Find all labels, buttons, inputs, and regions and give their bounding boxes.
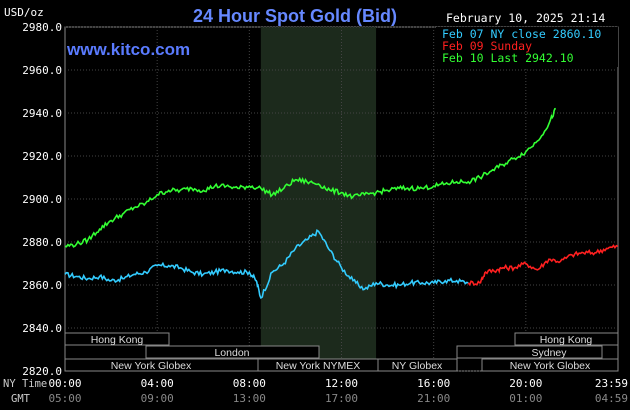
x-tick-label-gmt: 17:00	[325, 392, 358, 405]
x-tick-label-gmt: 01:00	[509, 392, 542, 405]
legend-entry-last: Feb 10 Last 2942.10	[442, 51, 574, 65]
session-bars: Hong Kong Hong Kong London Sydney New Yo…	[64, 332, 619, 372]
series-line-0	[64, 229, 469, 300]
x-tick-labels: 00:00 05:00 04:00 09:00 08:00 13:00 12:00 17:00…	[48, 377, 628, 405]
x-tick-label-gmt: 04:59	[595, 392, 628, 405]
session-ny-globex-2	[377, 358, 458, 372]
x-tick-label-gmt: 05:00	[48, 392, 81, 405]
session-label-ny-globex-2: NY Globex	[392, 360, 443, 372]
session-label-ny-nymex: New York NYMEX	[276, 360, 361, 372]
y-tick-label: 2820.0	[22, 365, 62, 378]
y-tick-label: 2920.0	[22, 150, 62, 163]
session-hong-kong-1	[64, 332, 170, 346]
y-tick-label: 2880.0	[22, 236, 62, 249]
session-label-sydney: Sydney	[531, 347, 567, 359]
y-unit-label: USD/oz	[4, 6, 44, 19]
y-tick-label: 2940.0	[22, 107, 62, 120]
ny-time-label: NY Time	[3, 378, 47, 390]
series-layer	[64, 107, 619, 300]
legend-box	[436, 27, 618, 67]
x-tick-label-ny: 12:00	[325, 377, 358, 390]
website-label: www.kitco.com	[66, 40, 190, 59]
y-tick-labels: 2980.0 2960.0 2940.0 2920.0 2900.0 2880.0 2860…	[22, 21, 62, 378]
session-ny-globex-3	[481, 358, 619, 372]
gmt-label: GMT	[11, 393, 31, 405]
x-tick-label-ny: 00:00	[48, 377, 81, 390]
y-tick-label: 2900.0	[22, 193, 62, 206]
y-tick-label: 2960.0	[22, 64, 62, 77]
legend: Feb 07 NY close 2860.10 Feb 09 Sunday Fe…	[436, 27, 618, 67]
x-tick-label-gmt: 09:00	[141, 392, 174, 405]
x-tick-label-ny: 23:59	[595, 377, 628, 390]
x-tick-label-gmt: 21:00	[417, 392, 450, 405]
session-label-london: London	[214, 347, 249, 359]
session-london	[145, 345, 320, 359]
chart-title: 24 Hour Spot Gold (Bid)	[193, 6, 397, 26]
x-tick-label-ny: 16:00	[417, 377, 450, 390]
x-tick-label-gmt: 13:00	[233, 392, 266, 405]
x-tick-label-ny: 08:00	[233, 377, 266, 390]
timestamp: February 10, 2025 21:14	[446, 11, 605, 25]
series-line-2	[64, 107, 556, 248]
y-tick-label: 2860.0	[22, 279, 62, 292]
legend-entry-sunday: Feb 09 Sunday	[442, 39, 532, 53]
y-tick-label: 2840.0	[22, 322, 62, 335]
y-tick-label: 2980.0	[22, 21, 62, 34]
series-line-1	[467, 244, 619, 287]
session-label-hong-kong-2: Hong Kong	[540, 334, 593, 346]
session-sydney	[456, 345, 603, 359]
x-tick-label-ny: 04:00	[141, 377, 174, 390]
session-label-hong-kong-1: Hong Kong	[91, 334, 144, 346]
session-hong-kong-2	[514, 332, 619, 346]
x-tick-label-ny: 20:00	[509, 377, 542, 390]
legend-entry-ny-close: Feb 07 NY close 2860.10	[442, 27, 601, 41]
session-label-ny-globex-3: New York Globex	[510, 360, 591, 372]
session-label-ny-globex-1: New York Globex	[111, 360, 192, 372]
